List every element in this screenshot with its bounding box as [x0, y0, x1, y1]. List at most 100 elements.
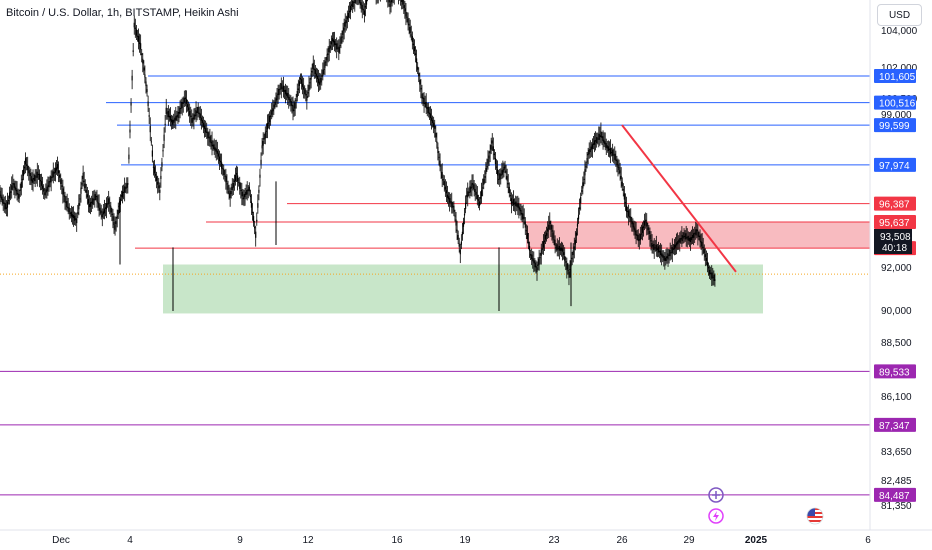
candle-body [555, 247, 557, 249]
candle-body [286, 92, 288, 96]
candle-body [586, 157, 588, 163]
candle-body [213, 144, 215, 150]
candle-body [541, 248, 543, 250]
candle-body [142, 58, 144, 64]
candle-body [447, 196, 450, 200]
candle-body [127, 183, 129, 185]
candle-body [565, 261, 567, 263]
candle-body [657, 246, 660, 253]
candle-body [625, 205, 628, 212]
candle-body [321, 75, 323, 77]
candle-body [295, 99, 297, 101]
candle-body [573, 246, 575, 250]
candle-body [695, 229, 697, 236]
candle-body [281, 87, 283, 89]
candle-body [533, 260, 535, 264]
candle-body [428, 112, 430, 115]
candle-body [24, 158, 27, 165]
candle-body [646, 221, 648, 227]
candle-body [261, 145, 263, 149]
candle-body [38, 173, 41, 180]
us-flag-icon[interactable] [806, 507, 824, 525]
candle-body [468, 191, 470, 193]
candle-body [291, 104, 293, 107]
candle-body [152, 166, 155, 168]
candle-body [196, 111, 198, 113]
candle-body [445, 190, 448, 194]
candle-body [591, 144, 594, 149]
candle-body [70, 211, 72, 217]
plus-circle-icon[interactable] [708, 487, 724, 503]
candle-body [234, 175, 237, 182]
candle-body [96, 195, 98, 202]
candle-body [0, 190, 1, 196]
candle-body [75, 218, 77, 220]
candle-body [524, 221, 526, 228]
candle-body [632, 222, 634, 228]
candle-body [299, 77, 302, 80]
candle-body [679, 238, 681, 243]
currency-button[interactable]: USD [877, 4, 922, 26]
candle-body [325, 61, 327, 63]
candle-body [84, 183, 86, 189]
candle-body [469, 186, 471, 193]
candle-body [439, 160, 441, 167]
x-tick-label: 26 [616, 535, 628, 546]
candle-body [510, 198, 513, 205]
lightning-icon[interactable] [708, 508, 724, 524]
candle-body [168, 115, 171, 118]
candle-body [351, 4, 353, 6]
candle-body [103, 208, 106, 214]
candle-body [528, 245, 531, 251]
candle-body [317, 78, 320, 84]
candle-body [587, 153, 589, 156]
candle-body [674, 244, 677, 248]
candle-body [330, 41, 332, 45]
candle-body [501, 170, 503, 175]
candle-body [44, 192, 46, 196]
x-tick-label: 9 [237, 535, 243, 546]
candle-body [558, 245, 560, 251]
candle-body [701, 241, 703, 247]
candle-body [471, 183, 473, 188]
candle-body [255, 231, 257, 238]
candle-body [178, 111, 180, 114]
candle-body [3, 202, 5, 205]
candle-body [88, 204, 91, 208]
candle-body [506, 176, 508, 181]
candle-body [7, 200, 10, 202]
candle-body [165, 107, 167, 114]
candle-body [647, 227, 649, 231]
candle-body [157, 181, 159, 185]
candle-body [246, 189, 248, 195]
candle-body [51, 176, 53, 178]
level-tag-bg [874, 157, 916, 172]
candle-body [154, 174, 157, 176]
candle-body [361, 4, 363, 10]
candle-body [413, 46, 416, 52]
candle-body [59, 174, 61, 178]
candle-body [265, 130, 267, 132]
candle-body [151, 150, 153, 157]
candle-body [673, 244, 676, 250]
candle-body [388, 0, 390, 3]
time-axis[interactable]: Dec 4 9 12 16 19 23 26 29 2025 6 [52, 535, 871, 546]
candle-body [104, 207, 107, 209]
candle-body [473, 184, 475, 190]
candle-body [616, 160, 618, 165]
candle-body [237, 175, 239, 182]
candle-body [120, 195, 123, 197]
candle-body [218, 156, 221, 162]
candle-body [252, 216, 255, 223]
candle-body [628, 210, 630, 217]
candle-body [271, 110, 273, 115]
trendline[interactable] [621, 124, 737, 273]
candle-body [147, 101, 149, 107]
support-zone[interactable] [163, 264, 763, 314]
candle-body [597, 138, 599, 140]
candle-body [43, 188, 45, 192]
candle-body [362, 8, 364, 11]
candle-body [411, 35, 413, 43]
candle-body [177, 111, 179, 118]
